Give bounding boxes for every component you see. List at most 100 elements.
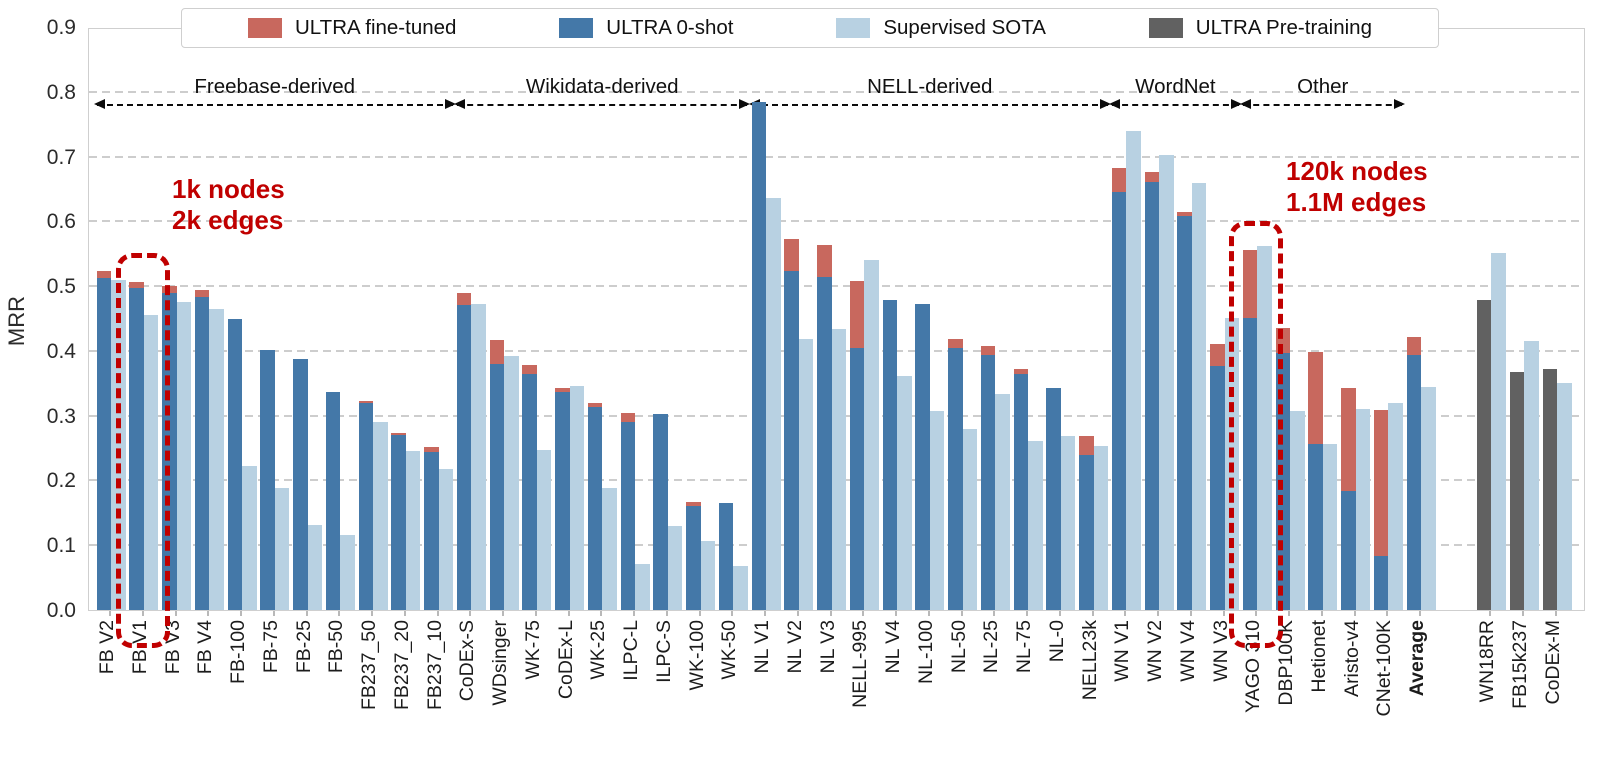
bar-supervised-sota	[307, 524, 322, 610]
x-tick-mark	[600, 611, 603, 616]
x-tick-label: NL V3	[816, 620, 839, 674]
bar-supervised-sota	[733, 565, 748, 610]
bar-zero-shot	[260, 350, 275, 610]
y-tick-label: 0.9	[46, 16, 76, 39]
bar-zero-shot	[948, 347, 963, 610]
bar-zero-shot	[1341, 491, 1356, 610]
x-tick-label: FB-100	[227, 620, 249, 684]
bar-zero-shot	[620, 422, 635, 610]
bar-zero-shot	[129, 288, 144, 610]
y-tick-label: 0.0	[46, 599, 76, 622]
x-tick-label: Aristo-v4	[1340, 620, 1363, 697]
x-tick-label: WK-75	[521, 620, 544, 680]
legend-swatch-pre-training	[1148, 18, 1183, 38]
bar-zero-shot	[391, 435, 406, 610]
x-tick-mark	[141, 611, 144, 616]
annotation-large-graph: 120k nodes 1.1M edges	[1286, 156, 1428, 218]
x-tick-label: FB-75	[259, 620, 282, 674]
bar-zero-shot	[1144, 181, 1159, 610]
x-tick-mark	[567, 611, 570, 616]
x-tick-label: CoDEx-S	[456, 620, 479, 702]
x-tick-mark	[731, 611, 734, 616]
x-tick-mark	[1026, 611, 1028, 616]
annotation-line: 120k nodes	[1286, 156, 1428, 186]
x-tick-mark	[698, 611, 701, 616]
highlight-dashed-box	[1229, 221, 1284, 648]
x-tick-mark	[174, 611, 177, 616]
bar-zero-shot	[1046, 387, 1061, 610]
bar-supervised-sota	[1028, 440, 1043, 610]
x-tick-mark	[1320, 611, 1323, 616]
bar-zero-shot	[653, 414, 668, 610]
y-tick-label: 0.5	[46, 275, 76, 299]
x-tick-label: WK-100	[685, 620, 708, 691]
bar-supervised-sota	[405, 450, 421, 610]
x-tick-mark	[1157, 611, 1159, 616]
x-tick-label: CoDEx-M	[1542, 620, 1564, 705]
bar-zero-shot	[980, 355, 996, 610]
bar-pre-training	[1542, 369, 1557, 610]
x-tick-mark	[1288, 611, 1290, 616]
x-tick-label: FB V2	[96, 620, 118, 675]
bar-supervised-sota	[1093, 446, 1108, 610]
group-label: Wikidata-derived	[525, 75, 679, 98]
x-tick-label: FB V4	[194, 620, 217, 675]
y-tick-label: 0.6	[46, 210, 76, 234]
legend-label: ULTRA fine-tuned	[295, 16, 457, 39]
bar-supervised-sota	[569, 385, 584, 610]
x-tick-label: ILPC-L	[620, 620, 642, 681]
legend-label: ULTRA Pre-training	[1195, 16, 1372, 39]
bar-supervised-sota	[504, 356, 519, 610]
bar-zero-shot	[1210, 366, 1225, 610]
bar-supervised-sota	[1491, 253, 1506, 610]
legend-swatch-fine-tuned	[248, 18, 282, 38]
x-tick-mark	[1091, 611, 1094, 616]
x-tick-label: FB237_50	[358, 620, 380, 710]
y-tick-label: 0.3	[46, 404, 76, 428]
x-tick-label: FB237_20	[390, 620, 413, 710]
x-tick-mark	[469, 611, 472, 616]
x-tick-mark	[403, 611, 406, 616]
bar-supervised-sota	[536, 450, 552, 610]
legend-item-supervised-sota: Supervised SOTA	[836, 16, 1046, 40]
bar-zero-shot	[1177, 215, 1192, 610]
x-tick-mark	[1222, 611, 1225, 616]
y-tick-label: 0.1	[46, 534, 76, 558]
bar-supervised-sota	[373, 421, 388, 610]
bar-supervised-sota	[274, 488, 290, 610]
group-label: WordNet	[1135, 75, 1216, 98]
bar-zero-shot	[751, 102, 766, 610]
bar-supervised-sota	[1126, 131, 1141, 610]
bar-zero-shot	[784, 270, 799, 610]
x-tick-mark	[1189, 611, 1192, 616]
bar-zero-shot	[489, 363, 504, 610]
x-tick-mark	[1419, 611, 1421, 616]
x-tick-label: FB237_10	[423, 620, 446, 710]
x-tick-label: NL-100	[914, 620, 937, 684]
x-tick-mark	[240, 611, 242, 616]
group-span-arrow	[94, 99, 455, 109]
x-tick-label: WN V4	[1176, 620, 1199, 682]
x-tick-label: WDsinger	[489, 620, 511, 706]
bar-supervised-sota	[929, 411, 945, 610]
y-tick-label: 0.8	[46, 80, 76, 104]
bar-zero-shot	[293, 358, 308, 610]
x-tick-label: NELL-995	[849, 620, 872, 708]
bar-supervised-sota	[995, 394, 1010, 610]
x-tick-label: NL V4	[882, 620, 904, 674]
bar-zero-shot	[1308, 443, 1323, 610]
x-tick-mark	[1522, 611, 1524, 616]
legend-swatch-zero-shot	[559, 18, 594, 38]
bar-supervised-sota	[864, 260, 879, 610]
bar-zero-shot	[1079, 455, 1094, 610]
bar-zero-shot	[1406, 354, 1421, 610]
x-tick-label: FB-50	[325, 620, 348, 674]
bars-layer	[89, 29, 1584, 610]
gridline	[89, 285, 1584, 288]
bar-supervised-sota	[700, 541, 715, 610]
x-tick-mark	[207, 611, 210, 616]
x-tick-mark	[305, 611, 308, 616]
bar-supervised-sota	[766, 198, 781, 610]
bar-supervised-sota	[1290, 411, 1305, 610]
bar-supervised-sota	[471, 303, 486, 610]
